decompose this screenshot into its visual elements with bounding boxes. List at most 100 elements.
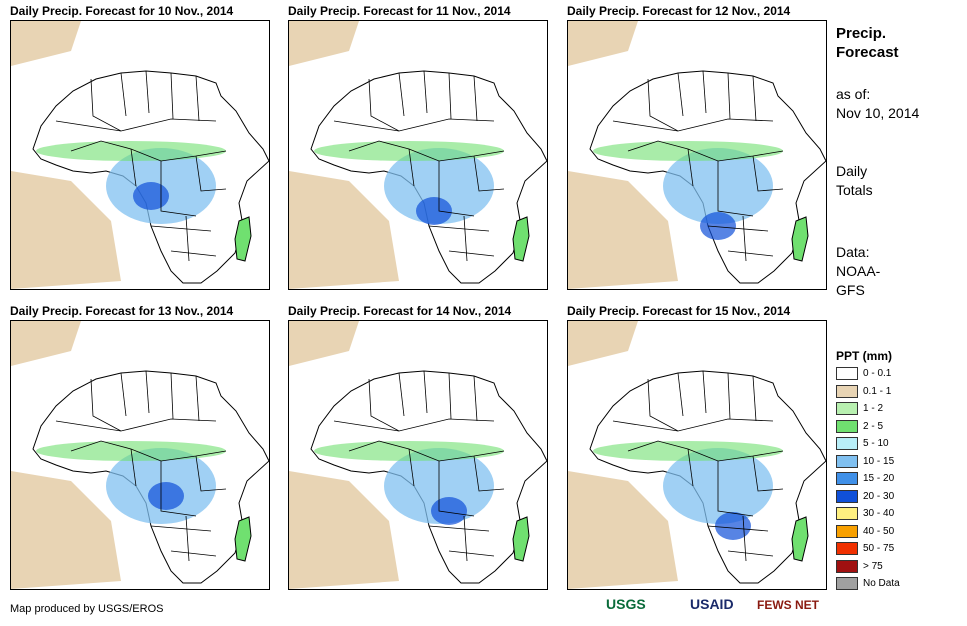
legend-swatch (836, 472, 858, 485)
country-border (448, 250, 495, 257)
country-border (170, 550, 217, 557)
legend-swatch (836, 419, 858, 433)
legend-label: 50 - 75 (863, 543, 895, 554)
data-line3: GFS (836, 282, 865, 298)
country-border (448, 550, 495, 557)
country-border (448, 372, 452, 420)
country-border (742, 515, 747, 562)
country-border (428, 225, 490, 232)
country-border (647, 78, 679, 132)
dry-zone-south-atlantic (289, 171, 399, 289)
country-border (687, 148, 694, 187)
country-border (463, 215, 468, 262)
country-border (707, 225, 769, 232)
dry-zone-north-atlantic (568, 21, 638, 66)
country-border (677, 372, 684, 417)
legend-swatch (836, 454, 858, 468)
dry-zone-north-atlantic (11, 321, 81, 366)
country-border (333, 118, 495, 132)
country-border (677, 72, 684, 117)
country-border (120, 372, 127, 417)
country-border (717, 461, 754, 517)
country-border (160, 461, 197, 517)
madagascar-outline (791, 516, 809, 562)
map-13nov (10, 320, 270, 590)
country-border (130, 448, 137, 487)
country-border (398, 72, 405, 117)
asof-date: Nov 10, 2014 (836, 105, 920, 121)
map-14nov (288, 320, 548, 590)
country-border (368, 78, 400, 132)
country-border (150, 525, 212, 532)
legend-label: 15 - 20 (863, 473, 895, 484)
africa-map-svg (289, 321, 547, 589)
country-border (368, 378, 400, 432)
country-border (473, 375, 478, 422)
side-title-line2: Forecast (836, 44, 899, 61)
legend-label: 5 - 10 (863, 438, 889, 449)
legend-swatch (836, 437, 858, 450)
country-border (752, 375, 757, 422)
dry-zone-south-atlantic (568, 471, 678, 589)
map-15nov (567, 320, 827, 590)
madagascar-outline (234, 216, 252, 262)
country-border (612, 418, 774, 432)
dry-zone-south-atlantic (11, 171, 121, 289)
country-border (627, 440, 784, 462)
country-border (195, 375, 200, 422)
map-11nov (288, 20, 548, 290)
country-border (448, 72, 452, 120)
panel-title-10nov: Daily Precip. Forecast for 10 Nov., 2014 (10, 4, 234, 18)
country-border (612, 118, 774, 132)
panel-title-13nov: Daily Precip. Forecast for 13 Nov., 2014 (10, 304, 234, 318)
country-border (473, 75, 478, 122)
country-border (145, 70, 150, 114)
legend-label: 30 - 40 (863, 508, 895, 519)
country-border (727, 72, 731, 120)
legend-swatch (836, 489, 858, 503)
country-border (185, 515, 190, 562)
precip-core (133, 182, 169, 210)
country-border (398, 372, 405, 417)
country-border (90, 78, 122, 132)
country-border (70, 440, 227, 462)
panel-title-11nov: Daily Precip. Forecast for 11 Nov., 2014 (288, 4, 511, 18)
legend-label: 40 - 50 (863, 525, 895, 537)
legend-swatch (836, 524, 858, 538)
country-border (752, 155, 784, 192)
data-line1: Data: (836, 244, 870, 260)
country-border (647, 378, 679, 432)
data-line2: NOAA- (836, 263, 881, 279)
legend-swatch (836, 577, 858, 590)
precip-core (700, 212, 736, 240)
totals-line2: Totals (836, 182, 873, 198)
precip-core (431, 497, 467, 525)
africa-map-svg (568, 21, 826, 289)
country-border (195, 455, 227, 492)
country-border (120, 72, 127, 117)
country-border (707, 525, 769, 532)
country-border (170, 372, 174, 420)
dry-zone-south-atlantic (11, 471, 121, 589)
country-border (195, 155, 227, 192)
legend-label: 1 - 2 (863, 403, 884, 414)
country-border (195, 75, 200, 122)
map-12nov (567, 20, 827, 290)
country-border (687, 448, 694, 487)
legend-label: 0.1 - 1 (863, 385, 892, 397)
country-border (717, 161, 754, 217)
country-border (55, 118, 217, 132)
legend-title: PPT (mm) (836, 349, 893, 363)
country-border (438, 161, 475, 217)
country-border (752, 75, 757, 122)
country-border (473, 155, 505, 192)
africa-map-svg (568, 321, 826, 589)
country-border (408, 448, 415, 487)
legend-swatch (836, 384, 858, 398)
country-border (727, 250, 774, 257)
dry-zone-north-atlantic (289, 21, 359, 66)
country-border (170, 250, 217, 257)
panel-title-14nov: Daily Precip. Forecast for 14 Nov., 2014 (288, 304, 512, 318)
country-border (170, 72, 174, 120)
country-border (185, 215, 190, 262)
